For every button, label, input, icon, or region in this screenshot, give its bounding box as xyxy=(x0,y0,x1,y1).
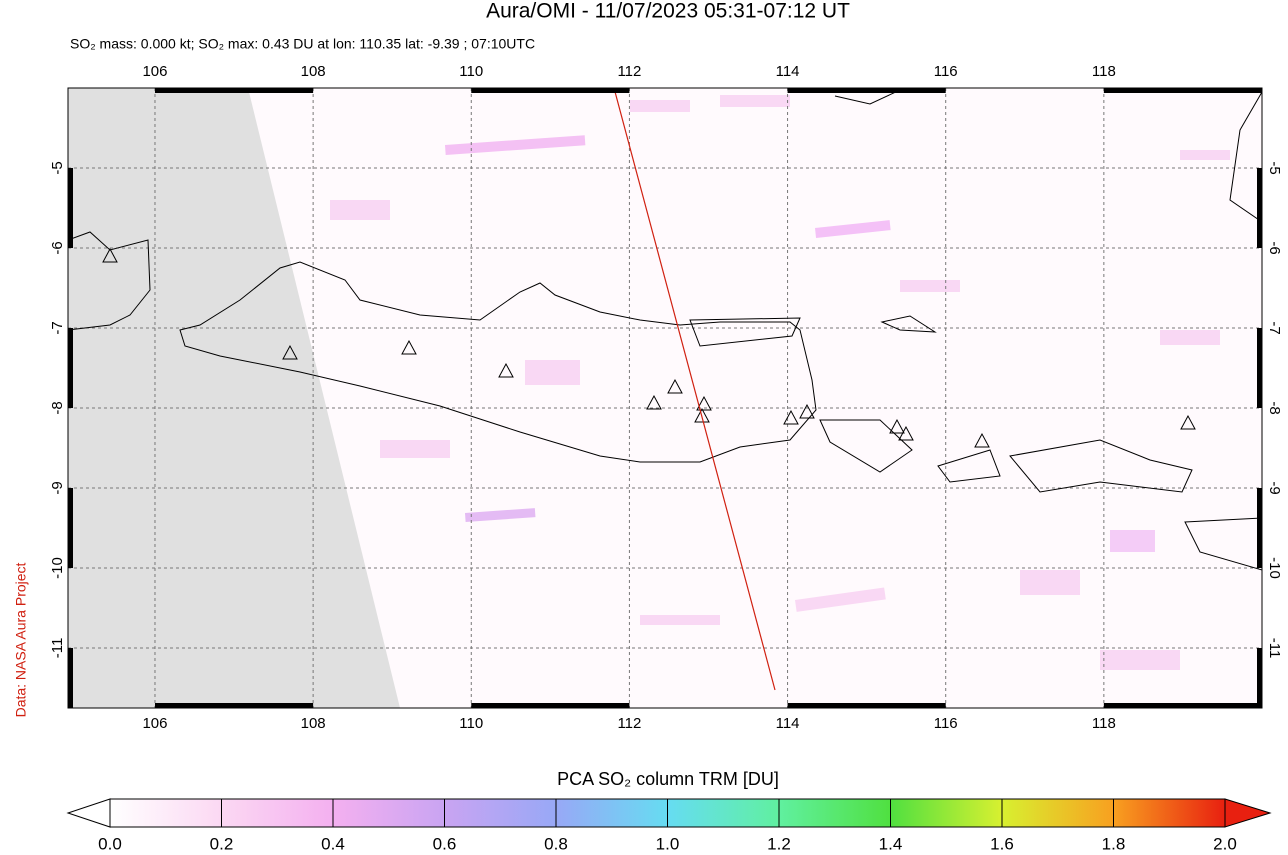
coastline xyxy=(1009,439,1193,493)
lat-tick-label: -8 xyxy=(49,401,66,414)
lat-tick-label: -6 xyxy=(1266,241,1283,254)
frame-bar xyxy=(154,703,314,708)
map-body xyxy=(68,88,1262,708)
grid xyxy=(68,88,1262,708)
so2-swaths xyxy=(330,95,1230,670)
colorbar: 0.0 0.2 0.4 0.6 0.8 1.0 1.2 1.4 1.6 1.8 2.0 xyxy=(66,798,1272,853)
colorbar-under xyxy=(66,798,111,828)
lon-tick-label: 110 xyxy=(459,63,483,80)
colorbar-tick-label: 0.8 xyxy=(544,834,568,853)
swath xyxy=(445,135,586,155)
colorbar-tick-label: 1.6 xyxy=(990,834,1014,853)
lon-tick-label: 116 xyxy=(934,715,958,732)
colorbar-tick-label: 1.8 xyxy=(1102,834,1126,853)
coastline xyxy=(1184,517,1262,571)
coastline xyxy=(179,261,817,463)
colorbar-label: PCA SO₂ column TRM [DU] xyxy=(557,769,779,789)
frame-bar xyxy=(787,88,946,93)
lat-tick-label: -6 xyxy=(49,241,66,254)
coastlines xyxy=(68,89,1262,571)
lon-tick-label: 108 xyxy=(301,63,326,80)
frame-bar xyxy=(1103,703,1262,708)
colorbar-tick-label: 0.6 xyxy=(433,834,457,853)
lat-tick-label: -9 xyxy=(1266,481,1283,494)
frame-bar xyxy=(68,648,73,708)
frame-bar xyxy=(1257,168,1262,248)
frame-bar xyxy=(787,703,946,708)
coastline xyxy=(68,231,151,331)
lat-tick-label: -11 xyxy=(49,638,66,659)
lon-tick-label: 112 xyxy=(617,715,641,732)
coastline xyxy=(834,89,1262,333)
lon-tick-label: 114 xyxy=(776,715,800,732)
frame-bar xyxy=(1257,328,1262,408)
frame-bar xyxy=(1257,648,1262,708)
frame-bar xyxy=(1257,488,1262,568)
frame-bar xyxy=(154,88,314,93)
swath xyxy=(630,100,690,112)
lat-tick-label: -10 xyxy=(1266,557,1283,579)
title: Aura/OMI - 11/07/2023 05:31-07:12 UT xyxy=(486,0,850,23)
lat-tick-label: -7 xyxy=(1266,321,1283,334)
lon-tick-label: 116 xyxy=(934,63,958,80)
lon-tick-label: 114 xyxy=(776,63,800,80)
swath xyxy=(1020,570,1080,595)
swath xyxy=(720,95,790,107)
swath xyxy=(330,200,390,220)
coastline xyxy=(819,419,913,473)
frame-bar xyxy=(471,703,630,708)
colorbar-tick-label: 1.4 xyxy=(879,834,903,853)
map-axes: 106 106 108 108 110 110 112 112 114 114 116 116 118 1… xyxy=(49,63,1283,732)
lon-tick-label: 106 xyxy=(142,715,167,732)
lat-tick-label: -7 xyxy=(49,321,66,334)
frame-bar xyxy=(1103,88,1262,93)
swath xyxy=(794,587,886,612)
frame-bar xyxy=(68,168,73,248)
colorbar-tick-label: 0.0 xyxy=(98,834,122,853)
lat-tick-label: -5 xyxy=(1266,161,1283,174)
lat-tick-label: -9 xyxy=(49,481,66,494)
colorbar-over xyxy=(1224,798,1272,828)
swath xyxy=(525,360,580,385)
volcanoes xyxy=(102,247,1196,448)
swath xyxy=(1180,150,1230,160)
swath xyxy=(380,440,450,458)
lon-tick-label: 112 xyxy=(617,63,641,80)
colorbar-tick-label: 0.2 xyxy=(210,834,234,853)
credit: Data: NASA Aura Project xyxy=(13,562,29,717)
colorbar-tick-label: 1.2 xyxy=(767,834,791,853)
swath xyxy=(900,280,960,292)
lon-tick-label: 118 xyxy=(1092,715,1116,732)
swath xyxy=(640,615,720,625)
lat-tick-label: -10 xyxy=(49,557,66,579)
swath xyxy=(1110,530,1155,552)
lon-tick-label: 108 xyxy=(301,715,326,732)
no-data-area xyxy=(68,88,400,708)
orbit-track xyxy=(613,88,776,691)
map-frame xyxy=(67,87,1263,709)
frame-bar xyxy=(471,88,630,93)
colorbar-tick-label: 0.4 xyxy=(321,834,345,853)
frame-bar xyxy=(68,488,73,568)
subtitle: SO₂ mass: 0.000 kt; SO₂ max: 0.43 DU at … xyxy=(70,36,535,52)
swath xyxy=(464,508,536,522)
lon-tick-label: 110 xyxy=(459,715,483,732)
frame-bar xyxy=(68,328,73,408)
coastline xyxy=(689,317,801,347)
swath xyxy=(1160,330,1220,345)
swath xyxy=(815,220,891,238)
lat-tick-label: -11 xyxy=(1266,638,1283,659)
colorbar-tick-label: 1.0 xyxy=(656,834,680,853)
volcano-markers xyxy=(102,247,1196,448)
lon-tick-label: 106 xyxy=(142,63,167,80)
lat-tick-label: -8 xyxy=(1266,401,1283,414)
coastline xyxy=(937,449,1001,483)
swath xyxy=(1100,650,1180,670)
lat-tick-label: -5 xyxy=(49,161,66,174)
colorbar-tick-label: 2.0 xyxy=(1213,834,1237,853)
lon-tick-label: 118 xyxy=(1092,63,1116,80)
